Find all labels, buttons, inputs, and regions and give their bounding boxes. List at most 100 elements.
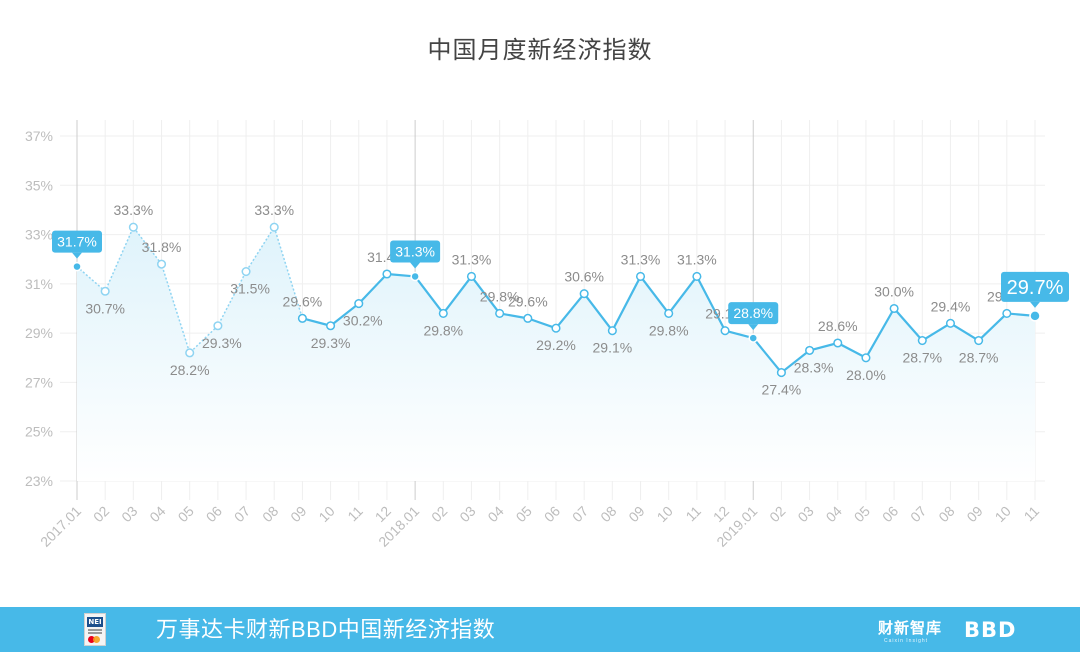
x-tick-label: 06 <box>541 503 563 525</box>
x-tick-label: 09 <box>963 503 985 525</box>
highlight-callout-pointer <box>1030 301 1040 308</box>
data-point <box>635 271 646 282</box>
data-point <box>945 318 956 328</box>
data-point-highlight <box>1029 310 1041 322</box>
data-label: 28.3% <box>794 359 834 375</box>
series-area <box>77 227 1035 481</box>
data-point <box>438 308 448 318</box>
data-label: 28.0% <box>846 367 886 383</box>
data-point <box>354 299 364 309</box>
data-label: 30.7% <box>85 300 125 316</box>
x-tick-label: 04 <box>484 503 506 525</box>
x-tick-label: 10 <box>992 503 1014 525</box>
data-point <box>128 222 138 232</box>
data-point <box>607 326 617 336</box>
highlight-callout-pointer <box>72 252 82 259</box>
x-tick-label: 07 <box>569 503 591 525</box>
x-tick-label: 03 <box>118 503 140 525</box>
line-chart: 23% 25% 27% 29% 31% 33% 35% 37% 30.7% 33.3% 31.8% 2… <box>25 120 1069 550</box>
y-tick-label: 29% <box>25 325 53 341</box>
series-line-dashed <box>76 225 304 355</box>
data-point <box>551 323 561 333</box>
data-label: 30.2% <box>343 313 383 329</box>
footer-bar: NEI 万事达卡财新BBD中国新经济指数 财新智库 Caixin Insight… <box>0 607 1080 652</box>
highlight-callout-label: 31.3% <box>395 243 435 259</box>
data-label: 29.8% <box>649 322 689 338</box>
data-label: 30.6% <box>564 269 604 285</box>
data-point <box>241 266 251 277</box>
y-tick-label: 31% <box>25 276 53 292</box>
data-label: 29.1% <box>593 340 633 356</box>
x-tick-label: 08 <box>597 503 619 525</box>
data-point <box>861 353 871 363</box>
data-label: 29.8% <box>423 322 463 338</box>
highlight-callout-label: 31.7% <box>57 234 97 250</box>
data-point-highlight <box>72 261 82 272</box>
data-point <box>156 259 167 269</box>
x-tick-label: 06 <box>879 503 901 525</box>
x-tick-label: 05 <box>851 503 873 525</box>
data-label: 28.7% <box>959 350 999 366</box>
data-label: 33.3% <box>254 202 294 218</box>
data-point <box>326 321 336 331</box>
x-tick-label: 10 <box>315 503 337 525</box>
highlight-callout-box <box>728 302 779 325</box>
data-point <box>889 303 899 314</box>
data-point <box>495 308 505 318</box>
data-point <box>213 321 223 331</box>
highlight-callout-box <box>52 230 102 253</box>
data-point <box>833 338 843 348</box>
data-label: 29.4% <box>931 298 971 314</box>
x-tick-label: 11 <box>682 503 704 525</box>
caixin-insight-subtitle: Caixin Insight <box>884 638 929 644</box>
data-point <box>466 271 477 282</box>
data-label: 31.3% <box>621 251 661 267</box>
data-label: 29.6% <box>508 293 548 309</box>
highlight-callout-pointer <box>748 324 759 331</box>
x-tick-label: 09 <box>625 503 647 525</box>
highlight-callout-box <box>390 240 441 263</box>
data-point <box>523 313 533 323</box>
x-tick-label: 08 <box>935 503 957 525</box>
footer-title: 万事达卡财新BBD中国新经济指数 <box>156 617 496 642</box>
data-label: 29.3% <box>202 335 242 351</box>
data-label: 33.3% <box>114 202 154 218</box>
x-tick-label: 04 <box>146 503 168 525</box>
data-point <box>776 368 786 378</box>
y-tick-label: 23% <box>25 473 53 489</box>
data-point <box>692 271 702 282</box>
x-tick-label: 10 <box>653 503 675 525</box>
data-point <box>664 308 674 318</box>
y-tick-label: 25% <box>25 424 53 440</box>
data-point <box>100 286 110 296</box>
data-point-highlight <box>410 271 420 282</box>
data-label: 31.5% <box>230 281 270 297</box>
x-tick-label: 02 <box>90 503 112 525</box>
data-point <box>269 222 279 232</box>
x-tick-label: 04 <box>823 503 845 525</box>
data-label: 28.7% <box>902 350 942 366</box>
highlight-callout-box <box>1001 271 1069 302</box>
chart-title: 中国月度新经济指数 <box>427 37 653 64</box>
nei-badge-text: NEI <box>87 617 103 627</box>
x-tick-label: 02 <box>766 503 788 525</box>
data-point <box>974 335 984 346</box>
y-tick-label: 33% <box>25 227 53 243</box>
x-tick-label: 11 <box>344 503 366 525</box>
y-tick-label: 35% <box>25 177 53 193</box>
data-label: 30.0% <box>874 284 914 300</box>
data-point <box>297 313 307 323</box>
x-tick-label: 07 <box>231 503 253 525</box>
data-label: 29.8% <box>480 288 520 304</box>
data-point <box>1002 308 1012 318</box>
highlight-callout-pointer <box>410 262 421 269</box>
data-label: 28.6% <box>818 318 858 334</box>
highlight-callout-label: 28.8% <box>733 305 773 321</box>
x-tick-label: 09 <box>287 503 309 525</box>
highlight-callout-label: 29.7% <box>1007 277 1064 299</box>
x-tick-label: 03 <box>794 503 816 525</box>
data-label: 29.6% <box>283 293 323 309</box>
x-tick-label: 02 <box>428 503 450 525</box>
caixin-insight-logo: 财新智库 <box>878 620 943 637</box>
y-tick-label: 27% <box>25 374 53 390</box>
